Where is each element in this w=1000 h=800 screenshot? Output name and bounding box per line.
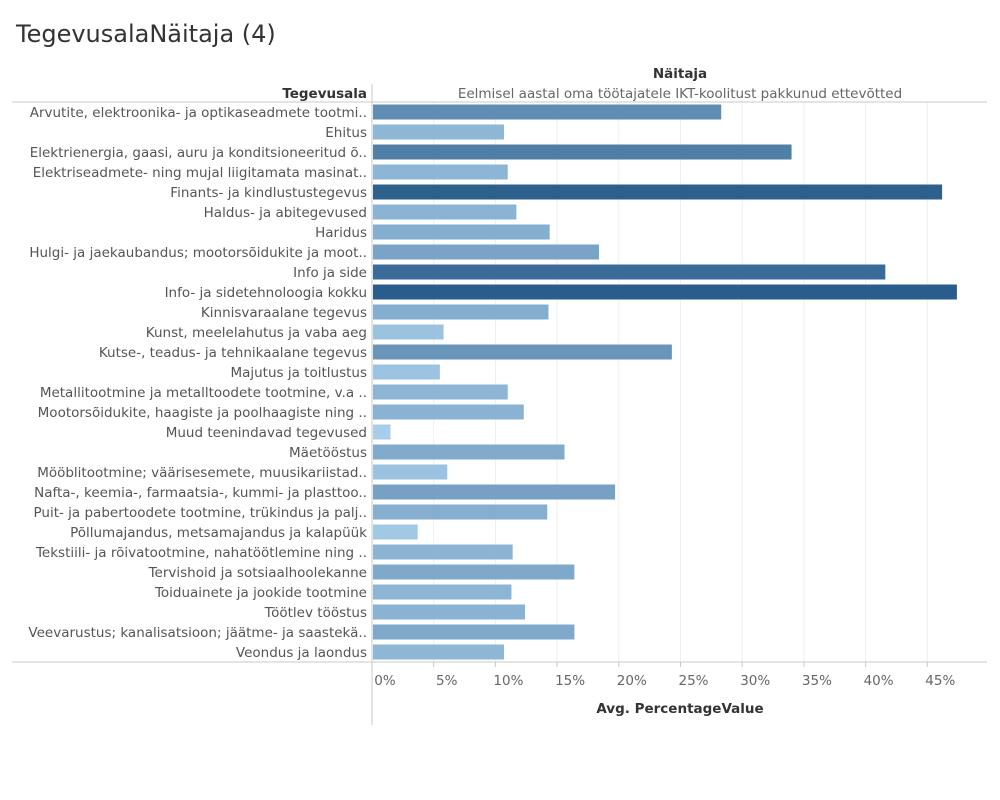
row-header: Tegevusala <box>282 86 367 102</box>
category-label: Haridus <box>315 225 367 241</box>
bar <box>373 604 526 620</box>
bar <box>373 324 444 340</box>
bar <box>373 564 575 580</box>
category-label: Kinnisvaraalane tegevus <box>201 305 367 321</box>
category-label: Info- ja sidetehnoloogia kokku <box>165 285 367 301</box>
category-labels: Arvutite, elektroonika- ja optikaseadmet… <box>28 105 367 661</box>
category-label: Muud teenindavad tegevused <box>166 425 367 441</box>
category-label: Toiduainete ja jookide tootmine <box>154 585 367 601</box>
category-label: Hulgi- ja jaekaubandus; mootorsõidukite … <box>29 245 367 261</box>
bar <box>373 284 957 300</box>
category-label: Tervishoid ja sotsiaalhoolekanne <box>148 565 367 581</box>
category-label: Metallitootmine ja metalltoodete tootmin… <box>40 385 367 401</box>
category-label: Kutse-, teadus- ja tehnikaalane tegevus <box>99 345 367 361</box>
bar <box>373 344 672 360</box>
category-label: Töötlev tööstus <box>264 605 367 621</box>
bar <box>373 204 517 220</box>
category-label: Haldus- ja abitegevused <box>204 205 367 221</box>
bar <box>373 104 722 120</box>
bar <box>373 304 549 320</box>
bar <box>373 524 418 540</box>
category-label: Puit- ja pabertoodete tootmine, trükindu… <box>34 505 368 521</box>
bar <box>373 164 508 180</box>
bar <box>373 184 943 200</box>
category-label: Tekstiili- ja rõivatootmine, nahatöötlem… <box>35 545 367 561</box>
x-tick-label: 20% <box>617 673 647 689</box>
category-label: Mööblitootmine; väärisesemete, muusikari… <box>37 465 367 481</box>
category-label: Info ja side <box>293 265 367 281</box>
x-tick-label: 10% <box>493 673 523 689</box>
bar <box>373 424 391 440</box>
x-tick-label: 40% <box>864 673 894 689</box>
bar <box>373 644 505 660</box>
category-label: Põllumajandus, metsamajandus ja kalapüük <box>70 525 367 541</box>
x-tick-label: 0% <box>374 673 396 689</box>
category-label: Mäetööstus <box>289 445 367 461</box>
column-value-label: Eelmisel aastal oma töötajatele IKT-kool… <box>458 86 902 102</box>
bar <box>373 384 508 400</box>
category-label: Elektrienergia, gaasi, auru ja konditsio… <box>30 145 367 161</box>
bar <box>373 584 512 600</box>
bar <box>373 124 505 140</box>
x-tick-label: 30% <box>740 673 770 689</box>
category-label: Finants- ja kindlustustegevus <box>170 185 367 201</box>
bar <box>373 244 600 260</box>
bar <box>373 464 448 480</box>
bar <box>373 484 616 500</box>
x-axis-ticks: 0% 5% 10% 15% 20% 25% 30% 35% 40% 45% <box>371 662 955 689</box>
bar <box>373 144 792 160</box>
chart-title: TegevusalaNäitaja (4) <box>16 20 276 48</box>
x-tick-label: 5% <box>436 673 458 689</box>
x-tick-label: 25% <box>678 673 708 689</box>
x-tick-label: 45% <box>925 673 955 689</box>
bar <box>373 404 524 420</box>
column-header: Näitaja <box>653 66 707 82</box>
bar <box>373 444 565 460</box>
category-label: Arvutite, elektroonika- ja optikaseadmet… <box>30 105 367 121</box>
category-label: Majutus ja toitlustus <box>230 365 367 381</box>
bars <box>373 104 957 660</box>
bar <box>373 264 886 280</box>
category-label: Nafta-, keemia-, farmaatsia-, kummi- ja … <box>34 485 367 501</box>
bar <box>373 544 513 560</box>
x-tick-label: 15% <box>555 673 585 689</box>
x-tick-label: 35% <box>802 673 832 689</box>
category-label: Elektriseadmete- ning mujal liigitamata … <box>33 165 367 181</box>
bar <box>373 504 548 520</box>
bar <box>373 224 550 240</box>
category-label: Mootorsõidukite, haagiste ja poolhaagist… <box>38 405 367 421</box>
category-label: Veondus ja laondus <box>236 645 367 661</box>
bar <box>373 624 575 640</box>
category-label: Ehitus <box>325 125 367 141</box>
x-axis-title: Avg. PercentageValue <box>596 701 763 717</box>
category-label: Veevarustus; kanalisatsioon; jäätme- ja … <box>28 625 367 641</box>
category-label: Kunst, meelelahutus ja vaba aeg <box>146 325 367 341</box>
bar <box>373 364 440 380</box>
